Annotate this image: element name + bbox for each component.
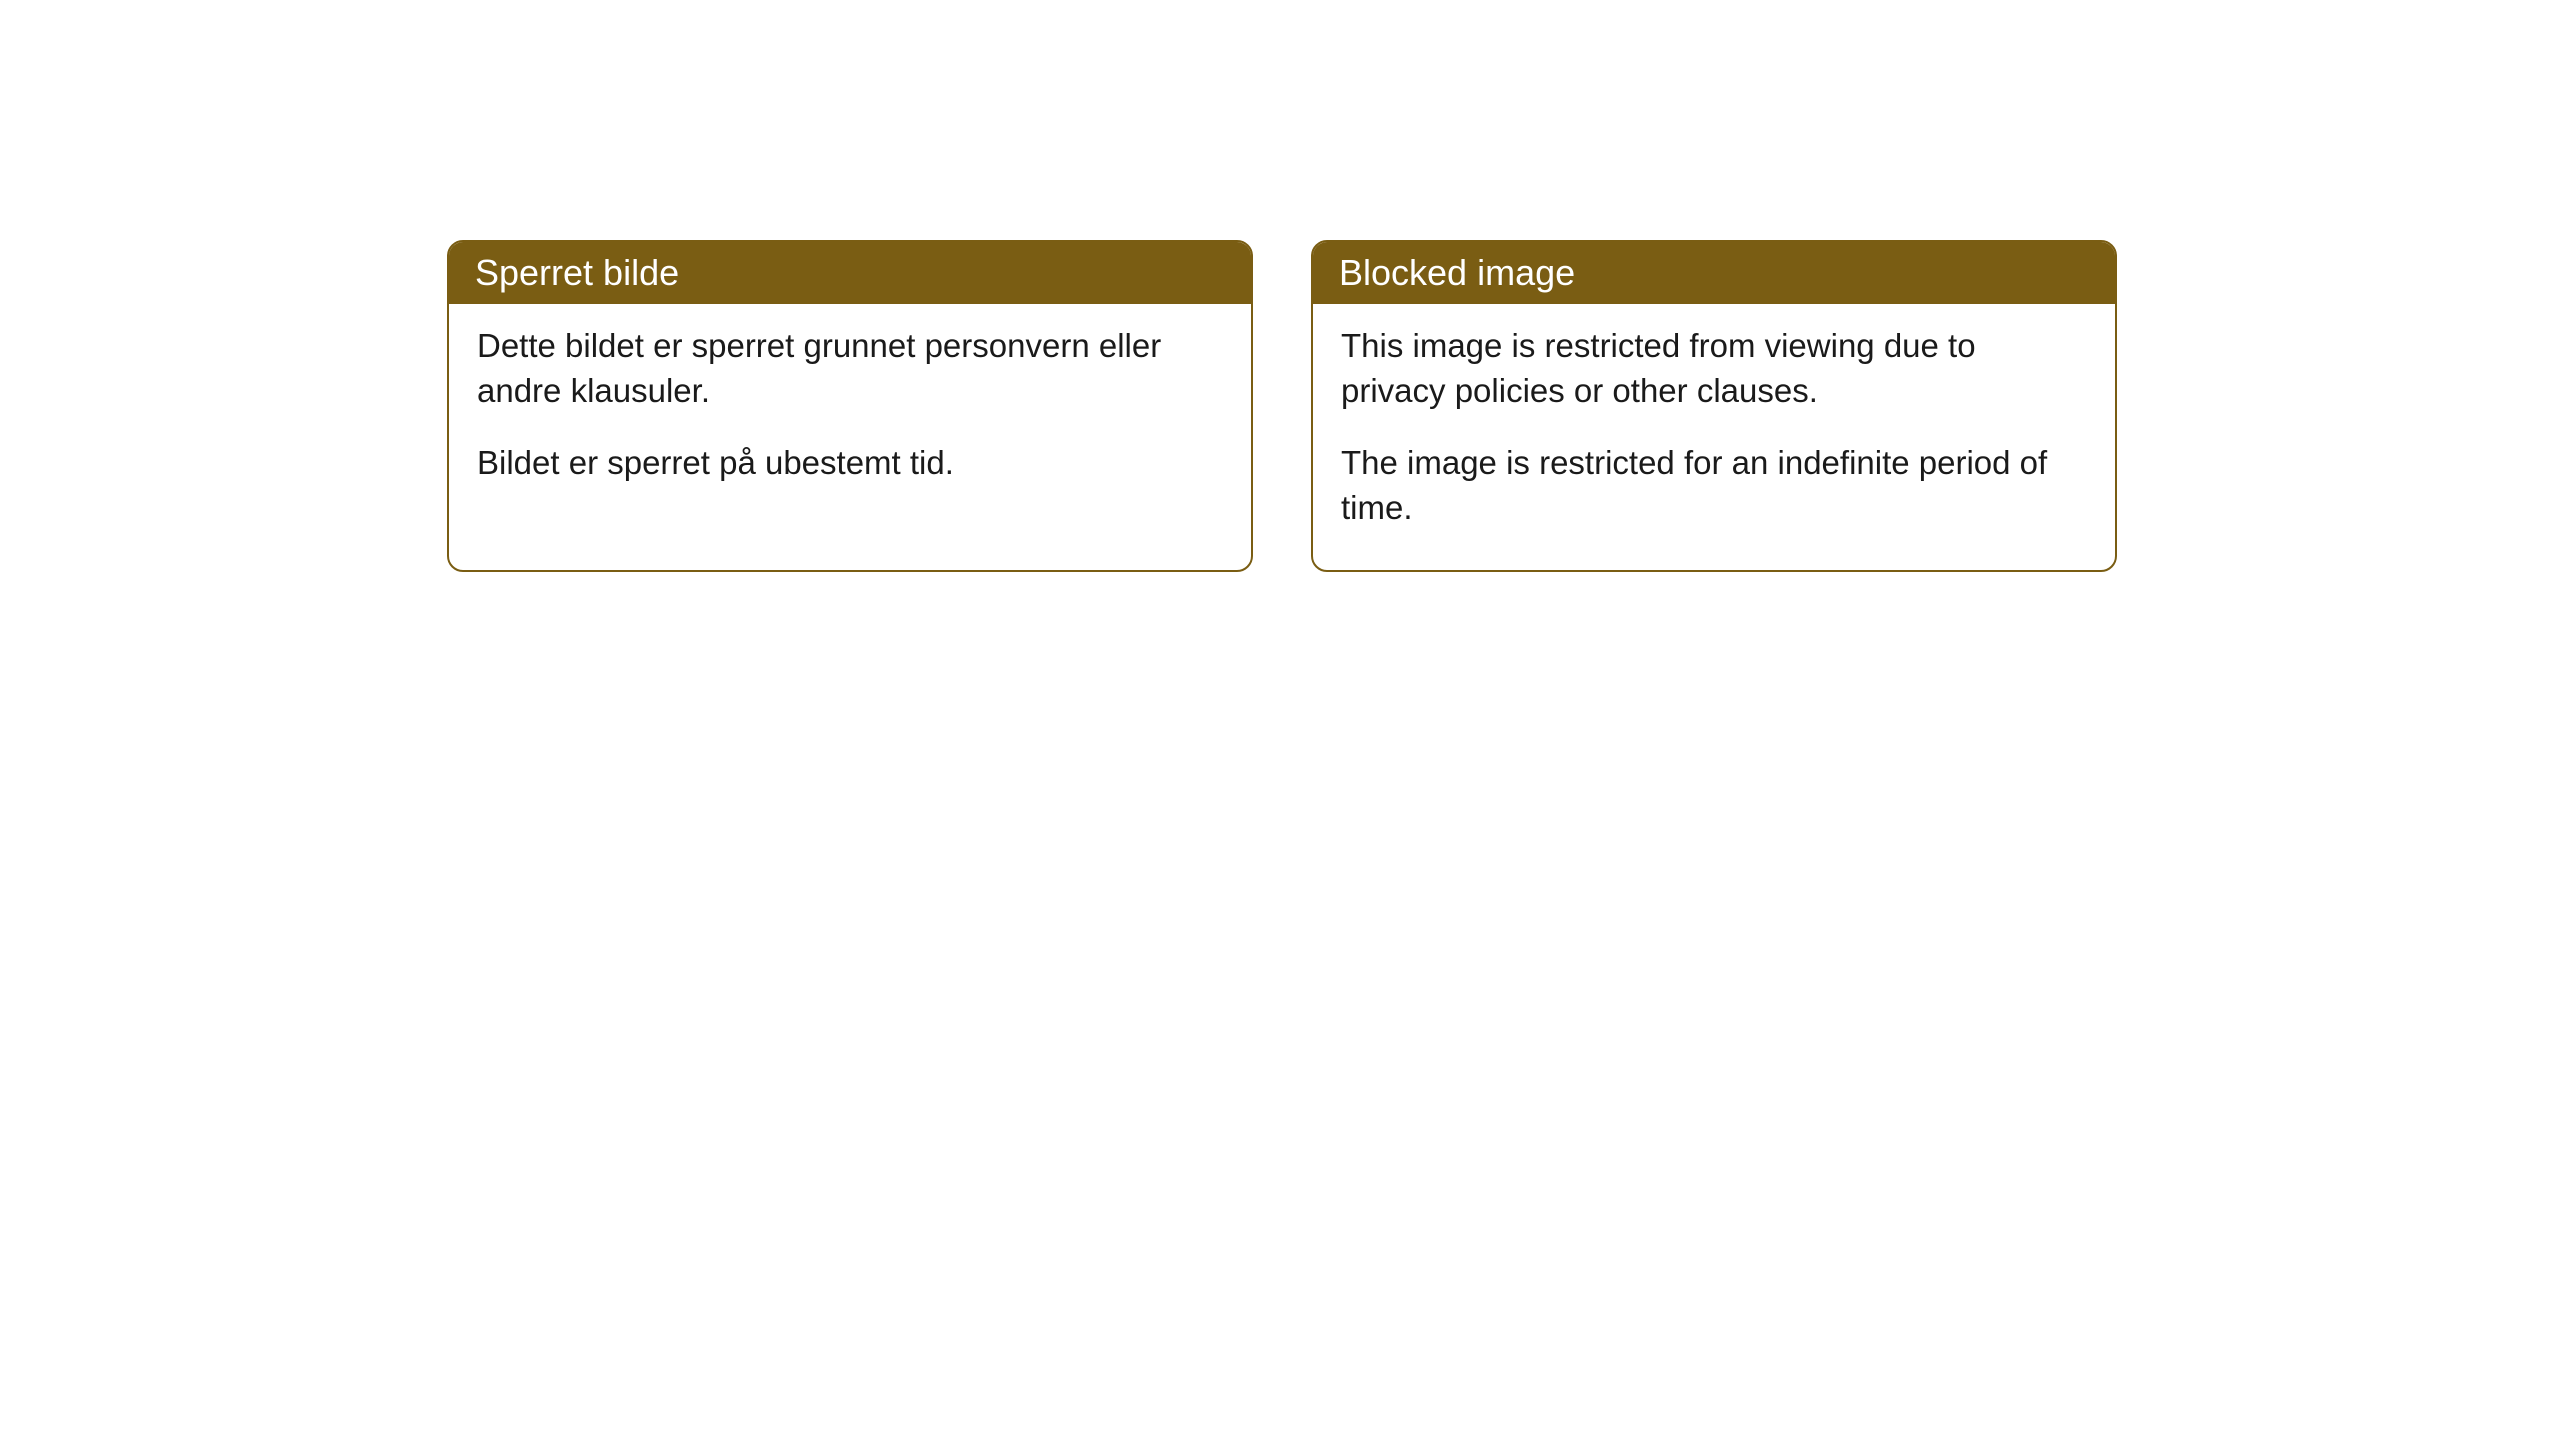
- card-text-line2: Bildet er sperret på ubestemt tid.: [477, 441, 1223, 486]
- card-header-english: Blocked image: [1313, 242, 2115, 304]
- cards-container: Sperret bilde Dette bildet er sperret gr…: [447, 240, 2117, 572]
- card-norwegian: Sperret bilde Dette bildet er sperret gr…: [447, 240, 1253, 572]
- card-text-line2: The image is restricted for an indefinit…: [1341, 441, 2087, 530]
- card-text-line1: This image is restricted from viewing du…: [1341, 324, 2087, 413]
- card-body-english: This image is restricted from viewing du…: [1313, 304, 2115, 570]
- card-body-norwegian: Dette bildet er sperret grunnet personve…: [449, 304, 1251, 526]
- card-english: Blocked image This image is restricted f…: [1311, 240, 2117, 572]
- card-text-line1: Dette bildet er sperret grunnet personve…: [477, 324, 1223, 413]
- card-header-norwegian: Sperret bilde: [449, 242, 1251, 304]
